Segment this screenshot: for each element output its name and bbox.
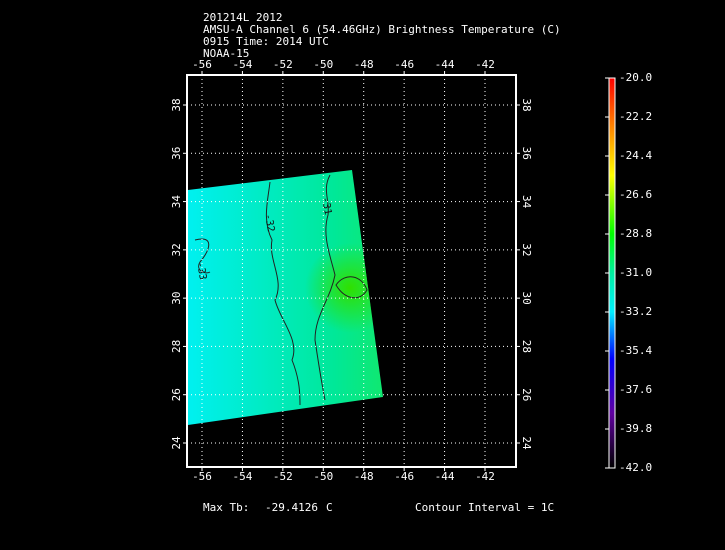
lat-label: 38 bbox=[520, 98, 533, 111]
colorbar-label: -24.4 bbox=[619, 149, 652, 162]
lon-label: -52 bbox=[273, 58, 293, 71]
colorbar-label: -22.2 bbox=[619, 110, 652, 123]
contour-label: -33 bbox=[194, 261, 208, 281]
lon-label: -48 bbox=[354, 470, 374, 483]
header-line: 0915 Time: 2014 UTC bbox=[203, 35, 329, 48]
colorbar-label: -37.6 bbox=[619, 383, 652, 396]
contour-label: -32 bbox=[262, 213, 276, 233]
colorbar-label: -26.6 bbox=[619, 188, 652, 201]
map: -31 -32 -33 bbox=[186, 74, 517, 468]
colorbar-label: -42.0 bbox=[619, 461, 652, 474]
lon-label: -44 bbox=[435, 58, 455, 71]
map-frame bbox=[186, 74, 517, 468]
lon-label: -54 bbox=[232, 470, 252, 483]
colorbar-label: -35.4 bbox=[619, 344, 652, 357]
contour bbox=[194, 238, 211, 274]
lat-label: 32 bbox=[520, 243, 533, 256]
lat-label: 34 bbox=[170, 195, 183, 209]
contour bbox=[265, 181, 301, 406]
lon-label: -56 bbox=[192, 470, 212, 483]
lon-label: -42 bbox=[475, 58, 495, 71]
contour-label: -31 bbox=[319, 196, 333, 216]
lon-label: -54 bbox=[232, 58, 252, 71]
colorbar bbox=[608, 77, 616, 469]
lon-label: -56 bbox=[192, 58, 212, 71]
contour bbox=[335, 276, 368, 299]
lon-label: -44 bbox=[435, 470, 455, 483]
lon-label: -50 bbox=[313, 58, 333, 71]
max-unit: C bbox=[326, 501, 333, 514]
lat-label: 26 bbox=[520, 388, 533, 401]
swath-warm bbox=[188, 170, 383, 425]
colorbar-label: -33.2 bbox=[619, 305, 652, 318]
lat-label: 30 bbox=[520, 292, 533, 305]
lat-label: 30 bbox=[170, 292, 183, 305]
lat-label: 24 bbox=[520, 436, 533, 450]
header-line: NOAA-15 bbox=[203, 47, 249, 60]
colorbar-label: -20.0 bbox=[619, 71, 652, 84]
lon-label: -46 bbox=[394, 58, 414, 71]
lat-label: 38 bbox=[170, 98, 183, 111]
colorbar-label: -39.8 bbox=[619, 422, 652, 435]
max-label: Max Tb: bbox=[203, 501, 249, 514]
contour-interval: Contour Interval = 1C bbox=[415, 501, 554, 514]
header-line: AMSU-A Channel 6 (54.46GHz) Brightness T… bbox=[203, 23, 561, 36]
lat-label: 34 bbox=[520, 195, 533, 209]
contour bbox=[314, 174, 336, 401]
lon-label: -46 bbox=[394, 470, 414, 483]
lon-label: -52 bbox=[273, 470, 293, 483]
lon-label: -50 bbox=[313, 470, 333, 483]
header-line: 201214L 2012 bbox=[203, 11, 282, 24]
lat-label: 36 bbox=[520, 147, 533, 160]
lat-label: 24 bbox=[170, 436, 183, 450]
lat-label: 32 bbox=[170, 243, 183, 256]
lat-label: 28 bbox=[520, 340, 533, 353]
lat-label: 26 bbox=[170, 388, 183, 401]
max-value: -29.4126 bbox=[265, 501, 318, 514]
colorbar-label: -31.0 bbox=[619, 266, 652, 279]
colorbar-label: -28.8 bbox=[619, 227, 652, 240]
lat-label: 36 bbox=[170, 147, 183, 160]
lat-label: 28 bbox=[170, 340, 183, 353]
lon-label: -48 bbox=[354, 58, 374, 71]
lon-label: -42 bbox=[475, 470, 495, 483]
